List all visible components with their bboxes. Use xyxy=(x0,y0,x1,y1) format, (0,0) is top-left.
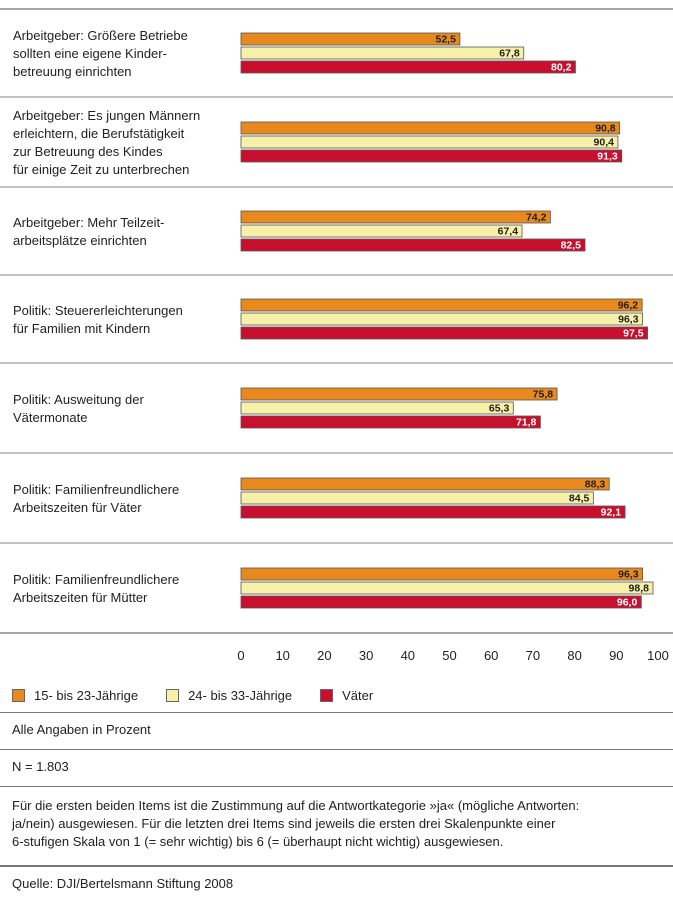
bar xyxy=(240,135,619,149)
bar xyxy=(240,491,594,505)
divider-1 xyxy=(0,712,673,713)
data-label: 90,4 xyxy=(594,137,615,149)
x-tick-label: 30 xyxy=(359,648,373,663)
bar xyxy=(240,595,642,609)
legend-label-15-23: 15- bis 23-Jährige xyxy=(34,687,139,703)
data-label: 82,5 xyxy=(561,240,582,252)
category-label: Politik: Familienfreundlichere xyxy=(13,482,179,497)
category-label: Arbeitszeiten für Mütter xyxy=(13,590,148,605)
x-tick-label: 50 xyxy=(442,648,456,663)
bar xyxy=(240,298,643,312)
bar xyxy=(240,326,648,340)
bar xyxy=(240,149,623,163)
legend-label-24-33: 24- bis 33-Jährige xyxy=(188,687,293,703)
category-label: für einige Zeit zu unterbrechen xyxy=(13,162,189,177)
data-label: 97,5 xyxy=(623,328,644,340)
data-label: 91,3 xyxy=(597,151,618,163)
x-tick-label: 40 xyxy=(401,648,415,663)
legend-item-24-33: 24- bis 33-Jährige xyxy=(166,688,292,703)
bar xyxy=(240,401,514,415)
category-label: Politik: Steuererleichterungen xyxy=(13,303,183,318)
legend-label-vaeter: Väter xyxy=(342,687,374,703)
legend-swatch-24-33 xyxy=(166,688,180,702)
bar xyxy=(240,46,525,60)
footnote: Für die ersten beiden Items ist die Zust… xyxy=(12,797,579,851)
data-label: 92,1 xyxy=(601,507,622,519)
x-tick-label: 70 xyxy=(526,648,540,663)
x-tick-label: 80 xyxy=(567,648,581,663)
x-tick-label: 100 xyxy=(647,648,669,663)
category-label: arbeitsplätze einrichten xyxy=(13,233,147,248)
bar xyxy=(240,238,586,252)
bar xyxy=(240,32,461,46)
bar xyxy=(240,415,541,429)
bar xyxy=(240,210,551,224)
data-label: 84,5 xyxy=(569,493,590,505)
category-label: Arbeitgeber: Mehr Teilzeit- xyxy=(13,215,165,230)
legend-swatch-15-23 xyxy=(12,688,25,702)
unit-note: Alle Angaben in Prozent xyxy=(12,722,151,737)
bar xyxy=(240,60,576,74)
sample-size-note: N = 1.803 xyxy=(12,759,69,774)
data-label: 88,3 xyxy=(585,479,606,491)
chart-legend: 15- bis 23-Jährige 24- bis 33-Jährige Vä… xyxy=(12,683,401,707)
category-label: sollten eine eigene Kinder- xyxy=(13,46,167,61)
source-note: Quelle: DJI/Bertelsmann Stiftung 2008 xyxy=(12,876,234,891)
bar xyxy=(240,387,558,401)
data-label: 98,8 xyxy=(629,583,650,595)
x-tick-label: 90 xyxy=(609,648,623,663)
category-label: für Familien mit Kindern xyxy=(13,321,150,336)
bar xyxy=(240,121,621,135)
category-label: erleichtern, die Berufstätigkeit xyxy=(13,126,185,141)
x-tick-label: 60 xyxy=(484,648,498,663)
category-label: Vätermonate xyxy=(13,410,87,425)
data-label: 67,4 xyxy=(498,226,519,238)
data-label: 74,2 xyxy=(526,212,547,224)
data-label: 71,8 xyxy=(516,417,537,429)
bar xyxy=(240,477,610,491)
bar xyxy=(240,312,643,326)
legend-item-vaeter: Väter xyxy=(320,688,373,703)
category-label: Arbeitgeber: Größere Betriebe xyxy=(13,28,188,43)
x-tick-label: 20 xyxy=(317,648,331,663)
bar-chart: Arbeitgeber: Größere Betriebe sollten ein… xyxy=(0,8,673,663)
footnote-line-1: Für die ersten beiden Items ist die Zust… xyxy=(12,798,580,813)
divider-2 xyxy=(0,749,673,750)
data-label: 90,8 xyxy=(595,123,616,135)
bar xyxy=(240,581,654,595)
category-label: Arbeitgeber: Es jungen Männern xyxy=(13,108,200,123)
divider-4 xyxy=(0,865,673,867)
data-label: 96,0 xyxy=(617,597,638,609)
category-label: Politik: Ausweitung der xyxy=(13,392,144,407)
data-label: 96,2 xyxy=(618,300,639,312)
x-tick-label: 10 xyxy=(275,648,289,663)
category-label: zur Betreuung des Kindes xyxy=(13,144,163,159)
data-label: 67,8 xyxy=(499,48,520,60)
x-tick-label: 0 xyxy=(237,648,244,663)
legend-item-15-23: 15- bis 23-Jährige xyxy=(12,688,138,703)
data-label: 65,3 xyxy=(489,403,510,415)
data-label: 75,8 xyxy=(533,389,554,401)
data-label: 52,5 xyxy=(435,34,456,46)
bar xyxy=(240,224,523,238)
category-label: betreuung einrichten xyxy=(13,64,132,79)
data-label: 96,3 xyxy=(618,569,639,581)
footnote-line-3: 6-stufigen Skala von 1 (= sehr wichtig) … xyxy=(12,834,504,849)
data-label: 96,3 xyxy=(618,314,639,326)
footnote-line-2: ja/nein) ausgewiesen. Für die letzten dr… xyxy=(12,816,556,831)
category-label: Politik: Familienfreundlichere xyxy=(13,572,179,587)
divider-3 xyxy=(0,786,673,787)
bar xyxy=(240,505,626,519)
category-label: Arbeitszeiten für Väter xyxy=(13,500,142,515)
legend-swatch-vaeter xyxy=(320,688,334,702)
bar xyxy=(240,567,643,581)
data-label: 80,2 xyxy=(551,62,572,74)
